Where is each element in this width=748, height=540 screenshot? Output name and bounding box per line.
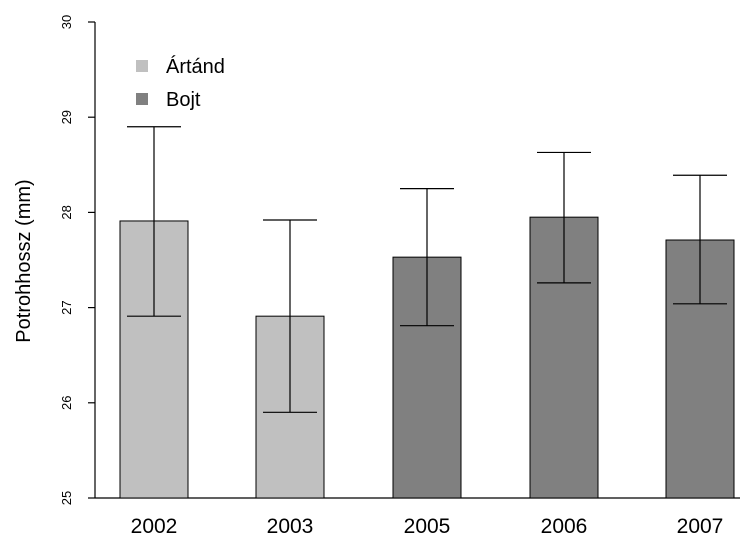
bars bbox=[119, 216, 735, 499]
legend: Ártánd Bojt bbox=[136, 55, 225, 111]
x-tick-labels: 2002 2003 2005 2006 2007 bbox=[131, 515, 724, 538]
y-tick-label: 30 bbox=[59, 15, 74, 29]
y-tick-label: 26 bbox=[59, 396, 74, 410]
legend-label: Ártánd bbox=[166, 55, 225, 78]
error-bars bbox=[127, 126, 727, 413]
x-tick-label: 2005 bbox=[404, 515, 451, 538]
legend-swatch-artand bbox=[136, 60, 148, 72]
legend-label: Bojt bbox=[166, 89, 201, 111]
y-tick-label: 28 bbox=[59, 205, 74, 219]
x-tick-label: 2002 bbox=[131, 515, 178, 538]
y-tick-label: 27 bbox=[59, 300, 74, 314]
y-axis-title: Potrohhossz (mm) bbox=[13, 179, 35, 342]
y-tick-labels: 25 26 27 28 29 30 bbox=[59, 15, 95, 505]
legend-swatch-bojt bbox=[136, 93, 148, 105]
x-tick-label: 2006 bbox=[541, 515, 588, 538]
y-tick-label: 25 bbox=[59, 491, 74, 505]
y-tick-label: 29 bbox=[59, 110, 74, 124]
x-tick-label: 2007 bbox=[677, 515, 724, 538]
x-tick-label: 2003 bbox=[267, 515, 314, 538]
